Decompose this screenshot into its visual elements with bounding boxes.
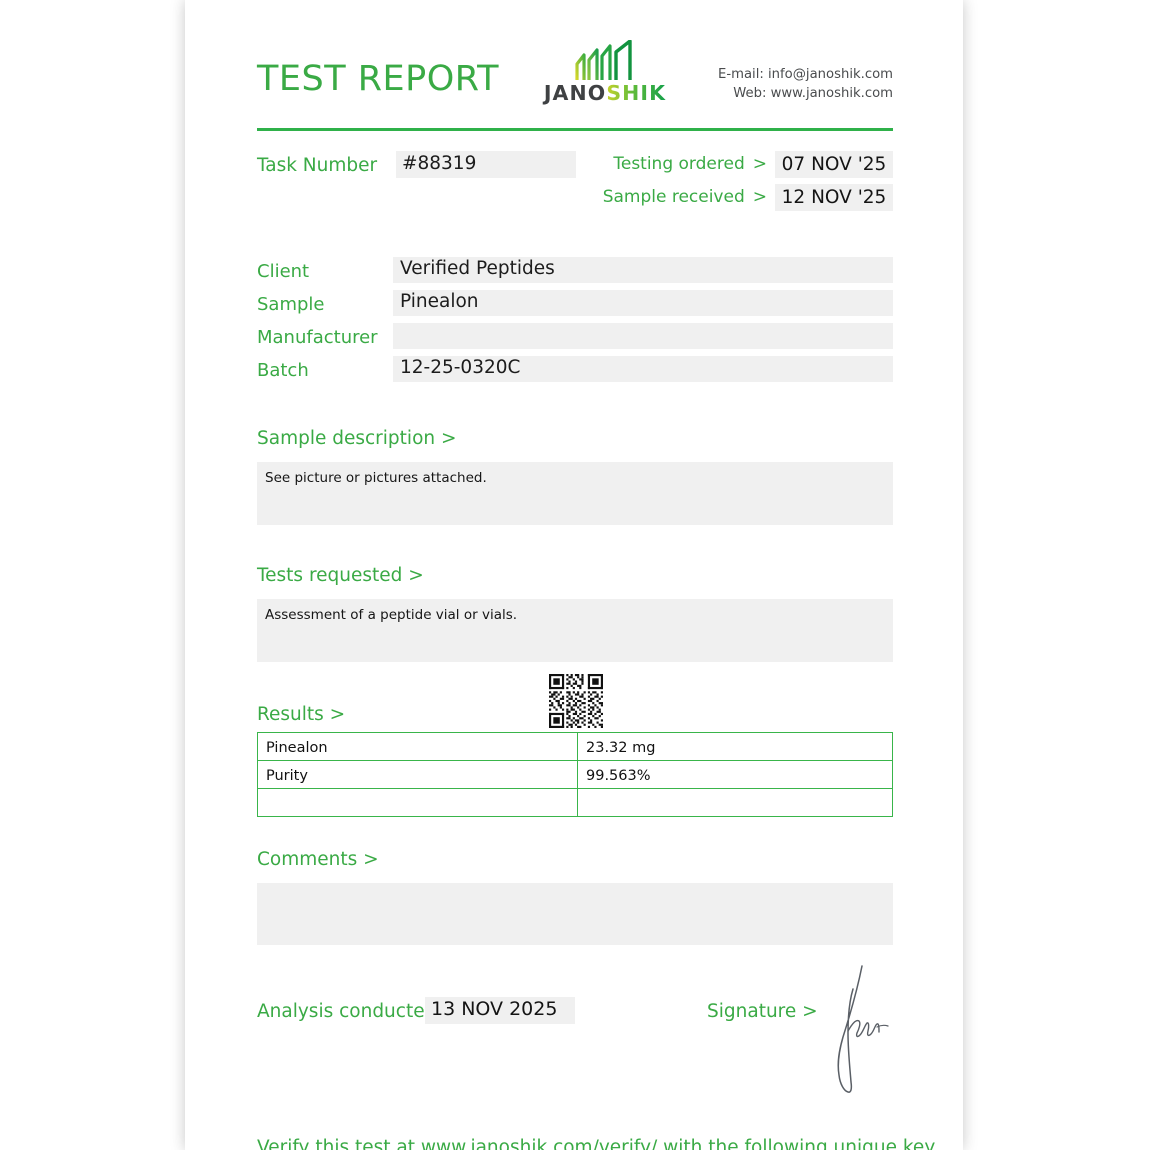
report-header: TEST REPORT <box>257 0 893 133</box>
brand-word-jano: JANO <box>543 81 607 105</box>
manufacturer-label: Manufacturer <box>257 327 378 348</box>
sample-received-value: 12 NOV '25 <box>775 184 893 211</box>
table-row: Purity 99.563% <box>257 760 893 789</box>
sample-value: Pinealon <box>393 290 893 316</box>
report-sheet: TEST REPORT <box>185 0 963 1150</box>
testing-ordered-value: 07 NOV '25 <box>775 151 893 178</box>
mountain-chart-logo-icon <box>575 40 632 80</box>
analysis-conducted-label: Analysis conducted > <box>257 1001 458 1022</box>
batch-value: 12-25-0320C <box>393 356 893 382</box>
page-title: TEST REPORT <box>257 59 499 99</box>
task-number-value: #88319 <box>396 151 576 178</box>
client-label: Client <box>257 261 310 282</box>
results-table: Pinealon 23.32 mg Purity 99.563% <box>257 732 893 817</box>
table-row: Pinealon 23.32 mg <box>257 732 893 761</box>
sample-info-block: Client Verified Peptides Sample Pinealon… <box>257 257 893 388</box>
results-section: Results > <box>257 674 893 817</box>
contact-email: E-mail: info@janoshik.com <box>718 67 893 82</box>
analysis-conducted-value: 13 NOV 2025 <box>425 997 575 1024</box>
sample-received-caret: > <box>752 187 767 207</box>
report-content: TEST REPORT <box>257 0 936 1150</box>
signoff-row: Analysis conducted > 13 NOV 2025 Signatu… <box>257 965 893 1107</box>
comments-box <box>257 883 893 945</box>
sample-description-section: Sample description > See picture or pict… <box>257 428 893 525</box>
results-title: Results > <box>257 704 346 725</box>
contact-web: Web: www.janoshik.com <box>733 85 893 101</box>
result-name: Purity <box>257 760 578 789</box>
sample-description-title: Sample description > <box>257 428 457 449</box>
task-number-label: Task Number <box>257 155 378 176</box>
sample-received-row: Sample received > 12 NOV '25 <box>603 184 893 211</box>
comments-title: Comments > <box>257 849 379 870</box>
sample-description-box: See picture or pictures attached. <box>257 462 893 525</box>
client-row: Client Verified Peptides <box>257 257 893 289</box>
brand-word-shik: SHIK <box>606 81 667 105</box>
dates-block: Testing ordered > 07 NOV '25 Sample rece… <box>603 151 893 217</box>
batch-row: Batch 12-25-0320C <box>257 356 893 388</box>
sample-received-label: Sample received <box>602 187 745 207</box>
result-name: Pinealon <box>257 732 578 761</box>
manufacturer-row: Manufacturer <box>257 323 893 355</box>
brand-wordmark: JANOSHIK <box>525 83 685 104</box>
tests-requested-box: Assessment of a peptide vial or vials. <box>257 599 893 662</box>
result-value: 23.32 mg <box>577 732 893 761</box>
result-value <box>577 788 893 817</box>
handwritten-signature-icon <box>837 965 889 1093</box>
task-and-dates-row: Task Number #88319 Testing ordered > 07 … <box>257 151 893 219</box>
testing-ordered-row: Testing ordered > 07 NOV '25 <box>603 151 893 178</box>
qr-code-icon <box>549 674 603 728</box>
testing-ordered-caret: > <box>752 154 767 174</box>
brand-logo: JANOSHIK <box>525 40 685 104</box>
manufacturer-value <box>393 323 893 349</box>
tests-requested-title: Tests requested > <box>257 565 424 586</box>
signature-label: Signature > <box>707 1001 818 1022</box>
batch-label: Batch <box>257 360 309 381</box>
table-row <box>257 788 893 817</box>
result-name <box>257 788 578 817</box>
verify-instruction: Verify this test at www.janoshik.com/ver… <box>257 1137 936 1150</box>
sample-label: Sample <box>257 294 325 315</box>
tests-requested-section: Tests requested > Assessment of a peptid… <box>257 565 893 662</box>
comments-section: Comments > <box>257 849 893 945</box>
contact-info: E-mail: info@janoshik.com Web: www.janos… <box>718 66 893 103</box>
header-divider <box>257 128 893 131</box>
client-value: Verified Peptides <box>393 257 893 283</box>
sample-row: Sample Pinealon <box>257 290 893 322</box>
testing-ordered-label: Testing ordered <box>613 154 745 174</box>
results-header: Results > <box>257 674 893 728</box>
result-value: 99.563% <box>577 760 893 789</box>
